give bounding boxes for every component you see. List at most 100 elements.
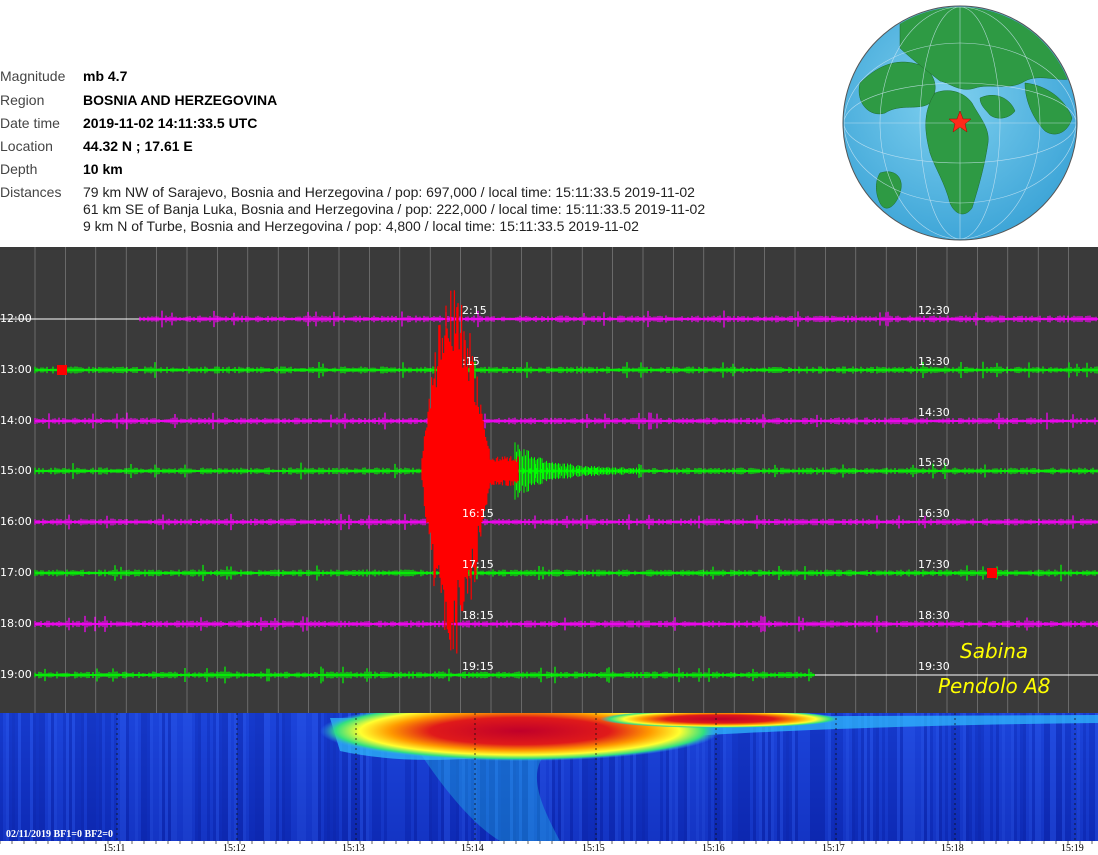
spectrogram-column (60, 713, 63, 841)
spectrogram-column (93, 713, 96, 841)
spectrogram-column (657, 713, 660, 841)
spectrogram-column (1089, 713, 1092, 841)
spectrogram-column (270, 713, 273, 841)
spectrogram-column (828, 713, 831, 841)
spectrogram-column (783, 713, 786, 841)
spectrogram-column (129, 713, 132, 841)
time-tick-label: 15:16 (702, 843, 725, 854)
spectrogram-column (933, 713, 936, 841)
spectrogram-column (111, 713, 114, 841)
spectrogram-column (507, 713, 510, 841)
spectrogram-column (204, 713, 207, 841)
spectrogram-column (909, 713, 912, 841)
spectrogram-column (510, 713, 513, 841)
spectrogram-column (312, 713, 315, 841)
spectrogram-column (708, 713, 711, 841)
spectrogram-column (420, 713, 423, 841)
time-label: 15:30 (918, 456, 950, 469)
time-label: 16:00 (0, 515, 32, 528)
spectrogram-column (648, 713, 651, 841)
spectrogram-column (759, 713, 762, 841)
spectrogram-column (537, 713, 540, 841)
spectrogram-column (114, 713, 117, 841)
spectrogram-column (51, 713, 54, 841)
spectrogram-column (1026, 713, 1029, 841)
spectrogram-column (1074, 713, 1077, 841)
spectrogram-column (534, 713, 537, 841)
spectrogram-column (21, 713, 24, 841)
spectrogram-column (96, 713, 99, 841)
spectrogram-energy (320, 713, 720, 761)
spectrogram-column (306, 713, 309, 841)
spectrogram-column (1092, 713, 1095, 841)
spectrogram-column (663, 713, 666, 841)
spectrogram-column (348, 713, 351, 841)
spectrogram-column (375, 713, 378, 841)
spectrogram-column (303, 713, 306, 841)
spectrogram-column (339, 713, 342, 841)
spectrogram-column (1080, 713, 1083, 841)
spectrogram-column (993, 713, 996, 841)
spectrogram-column (432, 713, 435, 841)
depth-label: Depth (0, 161, 38, 177)
spectrogram-column (285, 713, 288, 841)
spectrogram-column (978, 713, 981, 841)
spectrogram-column (858, 713, 861, 841)
spectrogram-column (735, 713, 738, 841)
spectrogram-column (906, 713, 909, 841)
spectrogram-column (336, 713, 339, 841)
spectrogram-column (771, 713, 774, 841)
spectrogram-column (471, 713, 474, 841)
spectrogram-column (201, 713, 204, 841)
time-tick-label: 15:19 (1061, 843, 1084, 854)
spectrogram-column (351, 713, 354, 841)
spectrogram-column (30, 713, 33, 841)
spectrogram-column (891, 713, 894, 841)
spectrogram-column (216, 713, 219, 841)
spectrogram-column (861, 713, 864, 841)
spectrogram-column (597, 713, 600, 841)
spectrogram-column (843, 713, 846, 841)
spectrogram-column (516, 713, 519, 841)
spectrogram-column (240, 713, 243, 841)
spectrogram-column (714, 713, 717, 841)
spectrogram-column (468, 713, 471, 841)
spectrogram-column (807, 713, 810, 841)
spectrogram-caption: 02/11/2019 BF1=0 BF2=0 (6, 829, 113, 840)
spectrogram-column (942, 713, 945, 841)
spectrogram-column (1053, 713, 1056, 841)
spectrogram-column (12, 713, 15, 841)
spectrogram-column (912, 713, 915, 841)
spectrogram-column (105, 713, 108, 841)
time-label: 19:00 (0, 668, 32, 681)
time-tick-label: 15:18 (941, 843, 964, 854)
spectrogram-column (645, 713, 648, 841)
spectrogram-column (54, 713, 57, 841)
spectrogram-column (1056, 713, 1059, 841)
spectrogram-column (291, 713, 294, 841)
time-tick-label: 15:11 (103, 843, 126, 854)
spectrogram-column (927, 713, 930, 841)
spectrogram-column (876, 713, 879, 841)
spectrogram-column (1044, 713, 1047, 841)
spectrogram-column (360, 713, 363, 841)
spectrogram-column (63, 713, 66, 841)
spectrogram-column (6, 713, 9, 841)
spectrogram-column (726, 713, 729, 841)
spectrogram-column (612, 713, 615, 841)
time-label: 18:15 (462, 609, 494, 622)
spectrogram-column (987, 713, 990, 841)
spectrogram-column (717, 713, 720, 841)
spectrogram-column (321, 713, 324, 841)
spectrogram-column (558, 713, 561, 841)
time-label: 13:30 (918, 355, 950, 368)
spectrogram-column (72, 713, 75, 841)
spectrogram-column (873, 713, 876, 841)
spectrogram-column (615, 713, 618, 841)
depth-value: 10 km (83, 161, 123, 177)
station-name: Sabina (960, 639, 1029, 663)
spectrogram-column (402, 713, 405, 841)
spectrogram-column (150, 713, 153, 841)
spectrogram-column (399, 713, 402, 841)
spectrogram-column (894, 713, 897, 841)
